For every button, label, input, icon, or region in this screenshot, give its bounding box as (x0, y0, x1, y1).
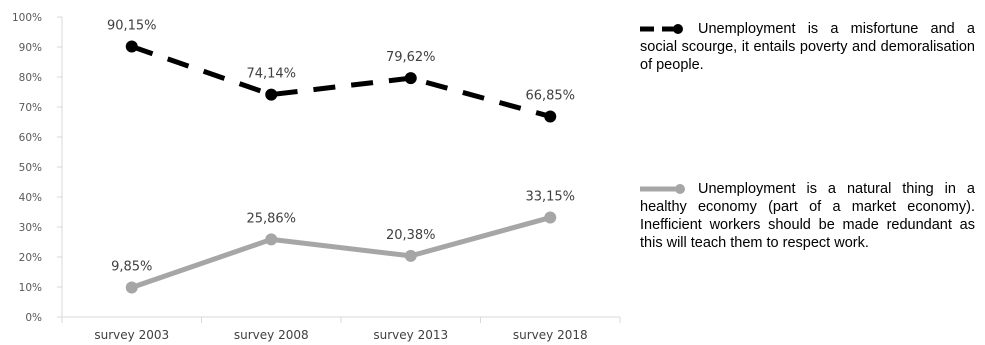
data-point (544, 211, 557, 224)
data-labels: 90,15% 74,14% 79,62% 66,85% 9,85% 25,86% 20,38… (107, 19, 575, 275)
chart-series (125, 40, 557, 294)
legend-item-series-1: Unemployment is a misfortune and a socia… (640, 20, 975, 74)
y-tick-label: 70% (19, 102, 42, 114)
dashed-line-marker-icon (640, 24, 683, 35)
data-point (265, 233, 278, 246)
series-line-2 (129, 215, 553, 290)
x-tick-label: survey 2018 (513, 328, 588, 342)
x-tick-label: survey 2008 (234, 328, 309, 342)
data-label: 66,85% (525, 88, 575, 103)
data-label: 25,86% (246, 211, 296, 226)
y-tick-label: 60% (19, 132, 42, 144)
legend-item-series-2: Unemployment is a natural thing in a hea… (640, 180, 975, 252)
data-label: 9,85% (111, 259, 152, 274)
data-label: 79,62% (386, 50, 436, 65)
data-label: 33,15% (525, 190, 575, 205)
y-tick-label: 90% (19, 42, 42, 54)
data-point (125, 281, 138, 294)
data-label: 74,14% (246, 67, 296, 82)
solid-line-marker-icon (640, 184, 685, 195)
y-tick-label: 10% (19, 282, 42, 294)
series-line-1 (130, 44, 551, 119)
data-point (125, 40, 138, 53)
y-tick-label: 50% (19, 162, 42, 174)
data-point (404, 249, 417, 262)
data-point (544, 110, 557, 123)
y-tick-label: 80% (19, 72, 42, 84)
data-label: 90,15% (107, 19, 157, 34)
y-tick-label: 100% (12, 12, 42, 24)
data-label: 20,38% (386, 228, 436, 243)
legend-label-series-1: Unemployment is a misfortune and a socia… (640, 21, 975, 73)
y-tick-label: 40% (19, 192, 42, 204)
legend-label-series-2: Unemployment is a natural thing in a hea… (640, 181, 975, 251)
y-tick-label: 20% (19, 252, 42, 264)
data-point (265, 88, 278, 101)
x-tick-label: survey 2013 (373, 328, 448, 342)
chart-axes: 0% 10% 20% 30% 40% 50% 60% 70% 80% 90% 100% survey … (12, 12, 621, 342)
data-point (404, 72, 417, 85)
x-tick-label: survey 2003 (94, 328, 169, 342)
y-tick-label: 0% (25, 312, 42, 324)
line-chart: 0% 10% 20% 30% 40% 50% 60% 70% 80% 90% 100% survey … (12, 12, 621, 342)
y-tick-label: 30% (19, 222, 42, 234)
